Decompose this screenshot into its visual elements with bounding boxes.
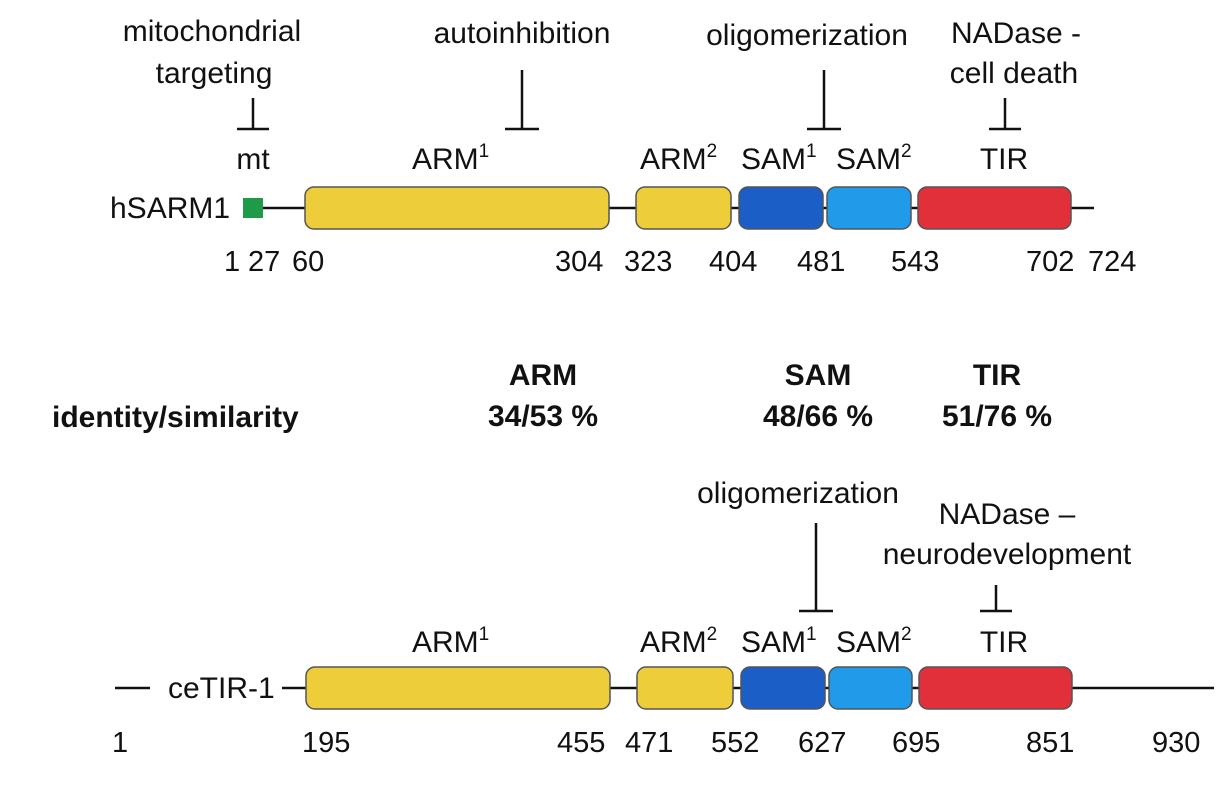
hsarm1-position: 481 — [797, 246, 845, 278]
hsarm1-nadase-label-2: cell death — [950, 57, 1078, 90]
cetir1-sam1-domain — [740, 666, 826, 710]
arm-comparison-value: 34/53 % — [488, 400, 598, 433]
hsarm1-arm2-domain — [635, 186, 732, 230]
mito-inhibition-marker — [237, 98, 269, 131]
cetir1-nadase-label-2: neurodevelopment — [883, 538, 1132, 571]
cetir1-oligomerization-label: oligomerization — [697, 477, 899, 510]
cetir1-position: 695 — [892, 727, 940, 759]
cetir1-position: 627 — [798, 727, 846, 759]
cetir1-position: 851 — [1026, 727, 1074, 759]
identity-similarity-label: identity/similarity — [52, 401, 299, 434]
hsarm1-arm1-domain — [304, 186, 610, 230]
hsarm1-sam2-domain — [826, 186, 912, 230]
hsarm1-sam1-domain — [738, 186, 824, 230]
cetir1-position: 195 — [302, 727, 350, 759]
hsarm1-position: 1 — [224, 246, 240, 278]
hsarm1-inhibition-markers — [237, 70, 1021, 131]
cetir1-position: 1 — [112, 727, 128, 759]
tir-comparison-value: 51/76 % — [942, 400, 1052, 433]
hsarm1-protein — [243, 186, 1094, 230]
cetir1-tir-domain — [918, 666, 1073, 710]
hsarm1-mito-label-2: targeting — [156, 57, 273, 90]
hsarm1-name: hSARM1 — [110, 192, 230, 225]
cetir1-position: 552 — [711, 727, 759, 759]
hsarm1-arm2-label: ARM2 — [640, 141, 717, 176]
hsarm1-position: 543 — [891, 246, 939, 278]
hsarm1-mt-label: mt — [236, 143, 270, 176]
cetir1-position: 455 — [557, 727, 605, 759]
hsarm1-position: 323 — [624, 246, 672, 278]
hsarm1-mt-domain — [243, 198, 263, 218]
cetir1-tir-label: TIR — [980, 626, 1028, 659]
sam-comparison-title: SAM — [785, 359, 852, 392]
oligomerization-marker — [807, 70, 841, 131]
sam-comparison-value: 48/66 % — [763, 400, 873, 433]
cetir1-name: ceTIR-1 — [168, 672, 275, 705]
cetir1-sam1-label: SAM1 — [741, 624, 817, 659]
cetir1-sam2-label: SAM2 — [836, 624, 912, 659]
nadase-marker — [980, 585, 1012, 613]
cetir1-position: 930 — [1152, 727, 1200, 759]
hsarm1-position: 304 — [555, 246, 603, 278]
hsarm1-oligomerization-label: oligomerization — [706, 19, 908, 52]
hsarm1-position: 404 — [709, 246, 757, 278]
cetir1-sam2-domain — [828, 666, 913, 710]
hsarm1-tir-label: TIR — [980, 143, 1028, 176]
tir-comparison-title: TIR — [973, 359, 1022, 392]
autoinhibition-marker — [505, 70, 539, 131]
arm-comparison-title: ARM — [509, 359, 577, 392]
hsarm1-autoinhibition-label: autoinhibition — [434, 17, 611, 50]
hsarm1-position: 724 — [1088, 246, 1136, 278]
cetir1-arm1-domain — [305, 666, 611, 710]
cetir1-protein — [115, 666, 1214, 710]
nadase-marker — [989, 98, 1021, 131]
hsarm1-mito-label-1: mitochondrial — [123, 15, 301, 48]
hsarm1-position: 60 — [292, 246, 324, 278]
cetir1-arm2-domain — [636, 666, 734, 710]
hsarm1-sam2-label: SAM2 — [836, 141, 912, 176]
cetir1-inhibition-markers — [799, 523, 1012, 613]
hsarm1-tir-domain — [917, 186, 1072, 230]
cetir1-arm1-label: ARM1 — [412, 624, 489, 659]
hsarm1-nadase-label-1: NADase - — [951, 17, 1081, 50]
hsarm1-position: 702 — [1026, 246, 1074, 278]
oligomerization-marker — [799, 523, 833, 613]
hsarm1-position: 27 — [248, 246, 280, 278]
hsarm1-arm1-label: ARM1 — [412, 141, 489, 176]
hsarm1-sam1-label: SAM1 — [741, 141, 817, 176]
cetir1-nadase-label-1: NADase – — [939, 498, 1076, 531]
cetir1-arm2-label: ARM2 — [640, 624, 717, 659]
cetir1-position: 471 — [625, 727, 673, 759]
